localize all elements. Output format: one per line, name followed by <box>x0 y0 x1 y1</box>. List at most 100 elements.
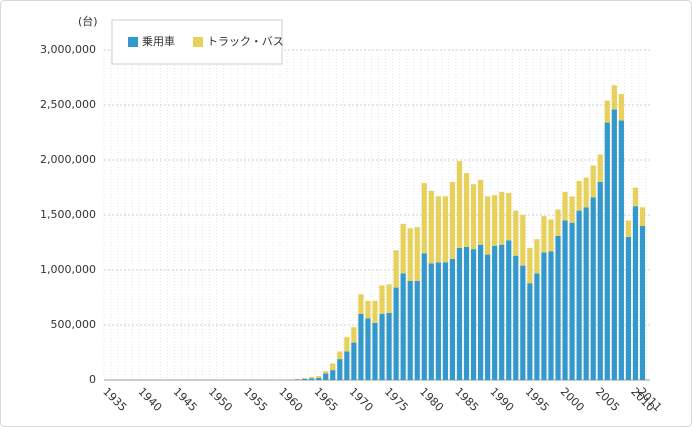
bar-segment <box>470 249 477 380</box>
bar-segment <box>337 351 343 360</box>
bar-segment <box>365 318 371 380</box>
bar-segment <box>611 85 617 110</box>
bar-segment <box>534 239 540 274</box>
bar-segment <box>477 179 484 245</box>
y-axis-unit: (台) <box>78 14 98 28</box>
bar-segment <box>534 273 540 380</box>
bar-segment <box>618 94 624 121</box>
bar-segment <box>520 265 526 380</box>
bar-segment <box>590 165 596 198</box>
bar-segment <box>358 314 364 380</box>
bar-segment <box>330 363 336 371</box>
bar-segment <box>555 235 561 380</box>
bar-segment <box>337 359 343 380</box>
legend-label: トラック・バス <box>207 35 284 48</box>
bar-segment <box>639 226 646 380</box>
bar-segment <box>386 284 392 313</box>
bar-segment <box>442 196 448 263</box>
bar-segment <box>435 196 441 263</box>
bar-segment <box>485 196 491 255</box>
bar-segment <box>323 373 329 380</box>
bar-segment <box>590 197 596 380</box>
bar-segment <box>330 370 336 380</box>
bar-segment <box>527 248 533 284</box>
legend-swatch <box>193 37 203 47</box>
bar-segment <box>435 262 441 380</box>
bar-segment <box>477 244 484 380</box>
bar-segment <box>421 183 427 254</box>
bar-segment <box>506 193 512 241</box>
bar-segment <box>372 300 378 323</box>
bar-segment <box>393 287 399 380</box>
y-tick-label: 500,000 <box>51 318 97 331</box>
bar-segment <box>604 100 610 123</box>
bar-segment <box>351 327 357 343</box>
bar-segment <box>442 262 448 380</box>
bar-segment <box>470 184 477 250</box>
bar-segment <box>569 196 575 223</box>
bar-segment <box>611 109 617 381</box>
bar-segment <box>463 246 470 380</box>
bar-segment <box>449 182 456 259</box>
bar-segment <box>632 187 639 207</box>
bar-segment <box>639 207 646 226</box>
bar-segment <box>309 378 315 380</box>
bar-segment <box>358 294 364 314</box>
bar-segment <box>583 177 589 208</box>
bar-segment <box>597 182 603 380</box>
bar-segment <box>386 312 392 380</box>
bar-segment <box>548 219 554 252</box>
y-tick-label: 2,000,000 <box>40 153 96 166</box>
bar-segment <box>414 281 420 380</box>
y-tick-label: 1,000,000 <box>40 263 96 276</box>
bar-segment <box>625 237 632 380</box>
bar-segment <box>294 378 301 380</box>
bar-segment <box>604 122 610 380</box>
bar-segment <box>414 227 420 281</box>
bar-segment <box>541 216 547 253</box>
bar-segment <box>344 337 350 352</box>
bar-segment <box>597 154 603 182</box>
bar-segment <box>492 195 498 246</box>
bar-segment <box>569 222 575 380</box>
bar-segment <box>365 300 371 319</box>
bar-segment <box>513 210 519 256</box>
bar-segment <box>400 273 406 380</box>
bar-segment <box>316 376 322 378</box>
bar-segment <box>344 351 350 380</box>
bar-segment <box>513 255 519 380</box>
bar-segment <box>400 223 406 274</box>
bar-segment <box>463 173 470 247</box>
bar-segment <box>618 120 624 381</box>
legend-swatch <box>128 37 138 47</box>
bar-segment <box>379 285 385 314</box>
bar-segment <box>393 250 399 288</box>
bar-segment <box>499 191 505 245</box>
bar-segment <box>302 378 308 380</box>
bar-segment <box>407 281 413 380</box>
bar-segment <box>492 245 498 380</box>
bar-segment <box>372 322 378 380</box>
bar-segment <box>527 283 533 380</box>
bar-segment <box>576 210 582 380</box>
bar-segment <box>548 251 554 380</box>
bar-segment <box>379 314 385 380</box>
bar-segment <box>456 161 463 248</box>
y-tick-label: 2,500,000 <box>40 98 96 111</box>
bar-segment <box>449 259 456 380</box>
bar-segment <box>520 215 526 266</box>
bar-segment <box>485 254 491 380</box>
bar-segment <box>294 379 301 380</box>
bar-segment <box>309 377 315 379</box>
bar-segment <box>576 180 582 211</box>
y-tick-label: 0 <box>89 373 96 386</box>
bar-segment <box>506 240 512 380</box>
bar-segment <box>456 248 463 380</box>
bar-segment <box>499 244 505 380</box>
bar-segment <box>351 342 357 380</box>
legend-label: 乗用車 <box>142 34 175 48</box>
bar-segment <box>632 206 639 380</box>
bar-segment <box>625 220 632 237</box>
bar-segment <box>323 371 329 374</box>
